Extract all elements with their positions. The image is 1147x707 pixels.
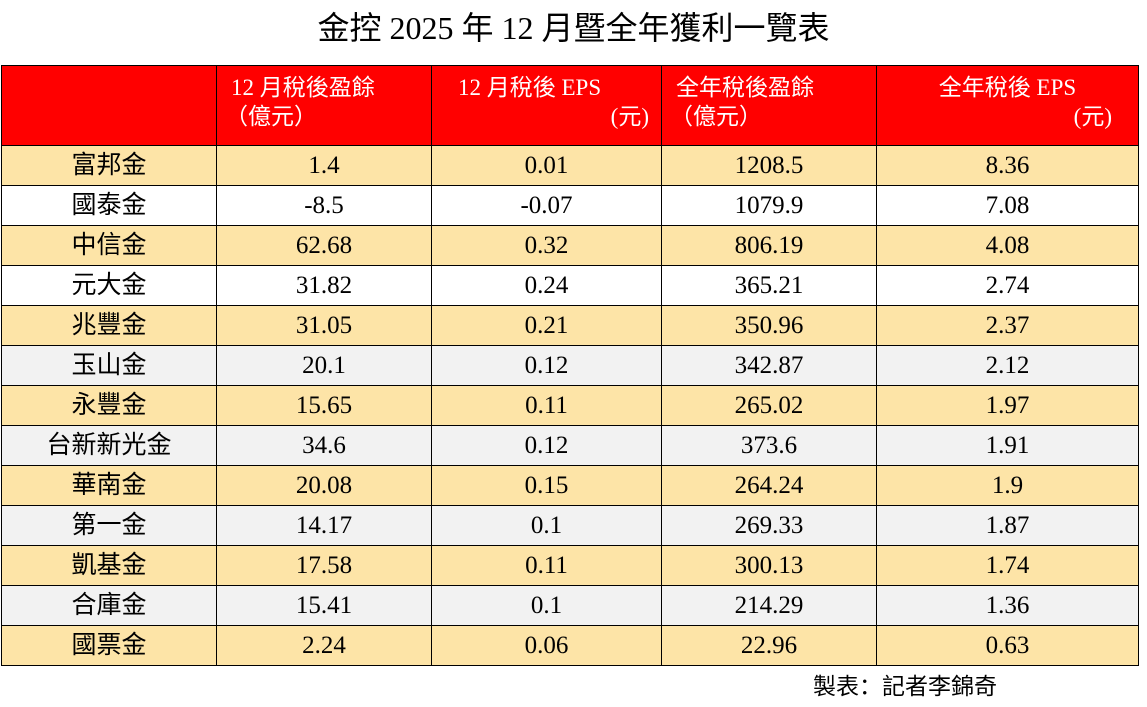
dec-profit-cell: 17.58 — [216, 545, 432, 586]
year-profit-cell: 1208.5 — [661, 145, 877, 186]
dec-profit-cell: 14.17 — [216, 505, 432, 546]
company-name-cell: 兆豐金 — [1, 305, 217, 346]
dec-profit-cell: 31.82 — [216, 265, 432, 306]
company-name-cell: 國泰金 — [1, 185, 217, 226]
table-row: 元大金 31.82 0.24 365.21 2.74 — [1, 265, 1139, 306]
dec-profit-cell: 2.24 — [216, 625, 432, 666]
table-row: 永豐金 15.65 0.11 265.02 1.97 — [1, 385, 1139, 426]
year-profit-cell: 350.96 — [661, 305, 877, 346]
dec-eps-cell: 0.12 — [431, 425, 662, 466]
year-eps-cell: 1.97 — [876, 385, 1139, 426]
dec-eps-cell: 0.12 — [431, 345, 662, 386]
company-name-cell: 玉山金 — [1, 345, 217, 386]
dec-profit-cell: 15.65 — [216, 385, 432, 426]
credit-line: 製表：記者李錦奇 — [813, 674, 997, 699]
year-profit-cell: 300.13 — [661, 545, 877, 586]
year-eps-cell: 1.74 — [876, 545, 1139, 586]
company-name-cell: 合庫金 — [1, 585, 217, 626]
year-profit-cell: 264.24 — [661, 465, 877, 506]
company-name-cell: 台新新光金 — [1, 425, 217, 466]
company-name-cell: 華南金 — [1, 465, 217, 506]
header-name-cell — [1, 65, 217, 146]
year-eps-cell: 1.9 — [876, 465, 1139, 506]
dec-eps-cell: -0.07 — [431, 185, 662, 226]
year-eps-cell: 2.74 — [876, 265, 1139, 306]
dec-eps-cell: 0.15 — [431, 465, 662, 506]
dec-eps-cell: 0.1 — [431, 505, 662, 546]
profit-table: 12 月稅後盈餘 （億元） 12 月稅後 EPS (元) 全年稅後盈餘 （億元）… — [1, 65, 1139, 666]
year-profit-cell: 214.29 — [661, 585, 877, 626]
year-eps-cell: 2.12 — [876, 345, 1139, 386]
company-name-cell: 永豐金 — [1, 385, 217, 426]
company-name-cell: 第一金 — [1, 505, 217, 546]
table-row: 合庫金 15.41 0.1 214.29 1.36 — [1, 585, 1139, 626]
header-dec-profit: 12 月稅後盈餘 （億元） — [216, 65, 432, 146]
table-row: 中信金 62.68 0.32 806.19 4.08 — [1, 225, 1139, 266]
dec-profit-cell: 62.68 — [216, 225, 432, 266]
table-row: 玉山金 20.1 0.12 342.87 2.12 — [1, 345, 1139, 386]
dec-profit-cell: 15.41 — [216, 585, 432, 626]
year-eps-cell: 2.37 — [876, 305, 1139, 346]
dec-eps-cell: 0.32 — [431, 225, 662, 266]
dec-eps-cell: 0.11 — [431, 385, 662, 426]
dec-profit-cell: 20.08 — [216, 465, 432, 506]
year-eps-cell: 1.36 — [876, 585, 1139, 626]
dec-profit-cell: 20.1 — [216, 345, 432, 386]
dec-eps-cell: 0.1 — [431, 585, 662, 626]
year-profit-cell: 265.02 — [661, 385, 877, 426]
table-header-row: 12 月稅後盈餘 （億元） 12 月稅後 EPS (元) 全年稅後盈餘 （億元）… — [1, 65, 1139, 146]
table-row: 第一金 14.17 0.1 269.33 1.87 — [1, 505, 1139, 546]
table-row: 國票金 2.24 0.06 22.96 0.63 — [1, 625, 1139, 666]
dec-profit-cell: 31.05 — [216, 305, 432, 346]
dec-eps-cell: 0.11 — [431, 545, 662, 586]
dec-eps-cell: 0.01 — [431, 145, 662, 186]
dec-profit-cell: -8.5 — [216, 185, 432, 226]
dec-profit-cell: 1.4 — [216, 145, 432, 186]
year-eps-cell: 4.08 — [876, 225, 1139, 266]
table-row: 兆豐金 31.05 0.21 350.96 2.37 — [1, 305, 1139, 346]
year-profit-cell: 269.33 — [661, 505, 877, 546]
company-name-cell: 元大金 — [1, 265, 217, 306]
page-title: 金控 2025 年 12 月暨全年獲利一覽表 — [317, 10, 830, 46]
year-profit-cell: 22.96 — [661, 625, 877, 666]
year-eps-cell: 8.36 — [876, 145, 1139, 186]
company-name-cell: 凱基金 — [1, 545, 217, 586]
table-row: 華南金 20.08 0.15 264.24 1.9 — [1, 465, 1139, 506]
dec-eps-cell: 0.24 — [431, 265, 662, 306]
year-profit-cell: 373.6 — [661, 425, 877, 466]
year-eps-cell: 1.87 — [876, 505, 1139, 546]
year-profit-cell: 806.19 — [661, 225, 877, 266]
dec-eps-cell: 0.21 — [431, 305, 662, 346]
header-dec-eps: 12 月稅後 EPS (元) — [431, 65, 662, 146]
year-profit-cell: 365.21 — [661, 265, 877, 306]
table-row: 富邦金 1.4 0.01 1208.5 8.36 — [1, 145, 1139, 186]
table-row: 凱基金 17.58 0.11 300.13 1.74 — [1, 545, 1139, 586]
year-profit-cell: 1079.9 — [661, 185, 877, 226]
company-name-cell: 中信金 — [1, 225, 217, 266]
dec-eps-cell: 0.06 — [431, 625, 662, 666]
year-profit-cell: 342.87 — [661, 345, 877, 386]
dec-profit-cell: 34.6 — [216, 425, 432, 466]
header-year-eps: 全年稅後 EPS (元) — [876, 65, 1139, 146]
year-eps-cell: 1.91 — [876, 425, 1139, 466]
table-row: 國泰金 -8.5 -0.07 1079.9 7.08 — [1, 185, 1139, 226]
header-year-profit: 全年稅後盈餘 （億元） — [661, 65, 877, 146]
company-name-cell: 富邦金 — [1, 145, 217, 186]
company-name-cell: 國票金 — [1, 625, 217, 666]
year-eps-cell: 0.63 — [876, 625, 1139, 666]
table-row: 台新新光金 34.6 0.12 373.6 1.91 — [1, 425, 1139, 466]
year-eps-cell: 7.08 — [876, 185, 1139, 226]
